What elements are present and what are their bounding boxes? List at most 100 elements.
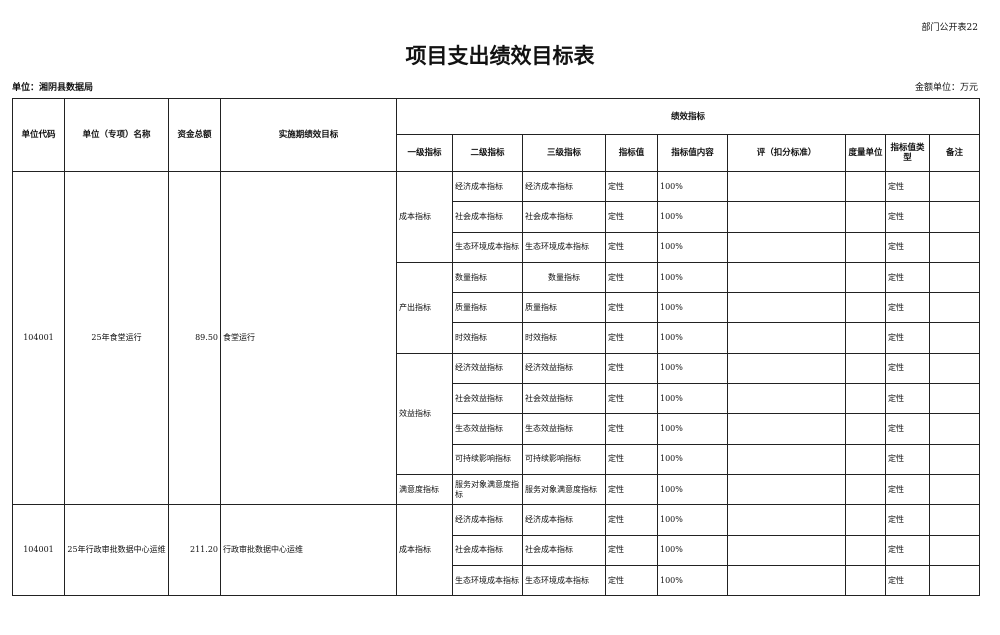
performance-goal: 食堂运行 [220, 170, 397, 506]
header-code: 单位代码 [12, 98, 65, 172]
unit-code: 104001 [12, 170, 65, 506]
measure-unit [845, 504, 886, 536]
level3-indicator: 数量指标 [522, 261, 606, 294]
scoring-standard [727, 201, 846, 233]
page-title: 项目支出绩效目标表 [405, 44, 595, 68]
level3-indicator: 经济成本指标 [522, 504, 606, 536]
value-type: 定性 [885, 170, 930, 203]
project-name: 25年食堂运行 [64, 170, 169, 506]
indicator-value: 定性 [605, 231, 658, 263]
value-type: 定性 [885, 473, 930, 506]
scoring-standard [727, 504, 846, 536]
measure-unit [845, 564, 886, 597]
value-content: 100% [657, 231, 728, 263]
level3-indicator: 经济成本指标 [522, 170, 606, 203]
level1-indicator: 成本指标 [396, 171, 453, 263]
table-row: 效益指标 经济效益指标 经济效益指标 定性 100% 定性 [13, 352, 981, 475]
table-row: 104001 25年行政审批数据中心运维 211.20 行政审批数据中心运维 成本指标经… [12, 504, 981, 597]
scoring-standard [727, 413, 846, 445]
indicator-value: 定性 [605, 413, 658, 445]
value-content: 100% [657, 383, 728, 415]
indicator-value: 定性 [605, 322, 658, 354]
level2-indicator: 生态环境成本指标 [452, 564, 523, 597]
value-type: 定性 [885, 231, 930, 263]
measure-unit [845, 231, 886, 263]
level3-indicator: 服务对象满意度指标 [522, 473, 606, 506]
level3-indicator: 质量指标 [522, 292, 606, 324]
value-content: 100% [657, 352, 728, 385]
indicator-value: 定性 [605, 473, 658, 506]
value-content: 100% [657, 322, 728, 354]
measure-unit [845, 383, 886, 415]
note [928, 170, 981, 203]
note [928, 504, 981, 536]
value-type: 定性 [885, 564, 930, 597]
header-content: 指标值内容 [657, 134, 728, 172]
measure-unit [845, 534, 886, 566]
note [928, 261, 981, 294]
value-type: 定性 [885, 534, 930, 566]
measure-unit [845, 261, 886, 294]
indicator-value: 定性 [605, 170, 658, 203]
value-type: 定性 [885, 292, 930, 324]
header-value-type: 指标值类型 [885, 134, 930, 172]
level2-indicator: 时效指标 [452, 322, 523, 354]
note [928, 352, 981, 385]
value-content: 100% [657, 261, 728, 294]
level3-indicator: 经济效益指标 [522, 352, 606, 385]
value-type: 定性 [885, 352, 930, 385]
header-l3: 三级指标 [522, 134, 606, 172]
indicator-value: 定性 [605, 504, 658, 536]
scoring-standard [727, 473, 846, 506]
header-l2: 二级指标 [452, 134, 523, 172]
indicator-value: 定性 [605, 261, 658, 294]
note [928, 443, 981, 475]
indicator-value: 定性 [605, 564, 658, 597]
scoring-standard [727, 383, 846, 415]
scoring-standard [727, 564, 846, 597]
value-type: 定性 [885, 413, 930, 445]
value-content: 100% [657, 292, 728, 324]
level3-indicator: 社会效益指标 [522, 383, 606, 415]
indicator-value: 定性 [605, 201, 658, 233]
header-note: 备注 [928, 134, 981, 172]
project-name: 25年行政审批数据中心运维 [64, 504, 169, 597]
header-name: 单位（专项）名称 [64, 98, 169, 172]
measure-unit [845, 443, 886, 475]
value-content: 100% [657, 413, 728, 445]
level2-indicator: 生态效益指标 [452, 413, 523, 445]
performance-goal: 行政审批数据中心运维 [220, 504, 397, 597]
level3-indicator: 时效指标 [522, 322, 606, 354]
form-number: 部门公开表22 [921, 23, 978, 33]
indicator-value: 定性 [605, 352, 658, 385]
table-row: 产出指标 数量指标 数量指标 定性 100% 定性 [13, 261, 981, 354]
level2-indicator: 数量指标 [452, 261, 523, 294]
table-row: 满意度指标 服务对象满意度指标 服务对象满意度指标 定性 100% 定性 [13, 473, 981, 506]
note [928, 534, 981, 566]
level2-indicator: 经济成本指标 [452, 170, 523, 203]
note [928, 473, 981, 506]
table-row: 社会成本指标 社会成本指标 定性 100% 定性 [13, 534, 981, 566]
value-content: 100% [657, 201, 728, 233]
table-row: 时效指标 时效指标 定性 100% 定性 [13, 322, 981, 354]
unit-label: 单位：湘阴县数据局 [12, 83, 94, 93]
note [928, 322, 981, 354]
level2-indicator: 质量指标 [452, 292, 523, 324]
level1-indicator: 满意度指标 [396, 473, 453, 506]
fund-total: 211.20 [168, 504, 221, 597]
value-content: 100% [657, 534, 728, 566]
level2-indicator: 社会效益指标 [452, 383, 523, 415]
measure-unit [845, 170, 886, 203]
performance-table: 单位代码 单位（专项）名称 资金总额 实施期绩效目标 绩效指标 一级指标 二级指… [12, 98, 981, 597]
indicator-value: 定性 [605, 443, 658, 475]
measure-unit [845, 413, 886, 445]
scoring-standard [727, 352, 846, 385]
scoring-standard [727, 231, 846, 263]
scoring-standard [727, 443, 846, 475]
level2-indicator: 可持续影响指标 [452, 443, 523, 475]
fund-total: 89.50 [168, 170, 221, 506]
note [928, 383, 981, 415]
value-type: 定性 [885, 443, 930, 475]
value-type: 定性 [885, 201, 930, 233]
measure-unit [845, 473, 886, 506]
